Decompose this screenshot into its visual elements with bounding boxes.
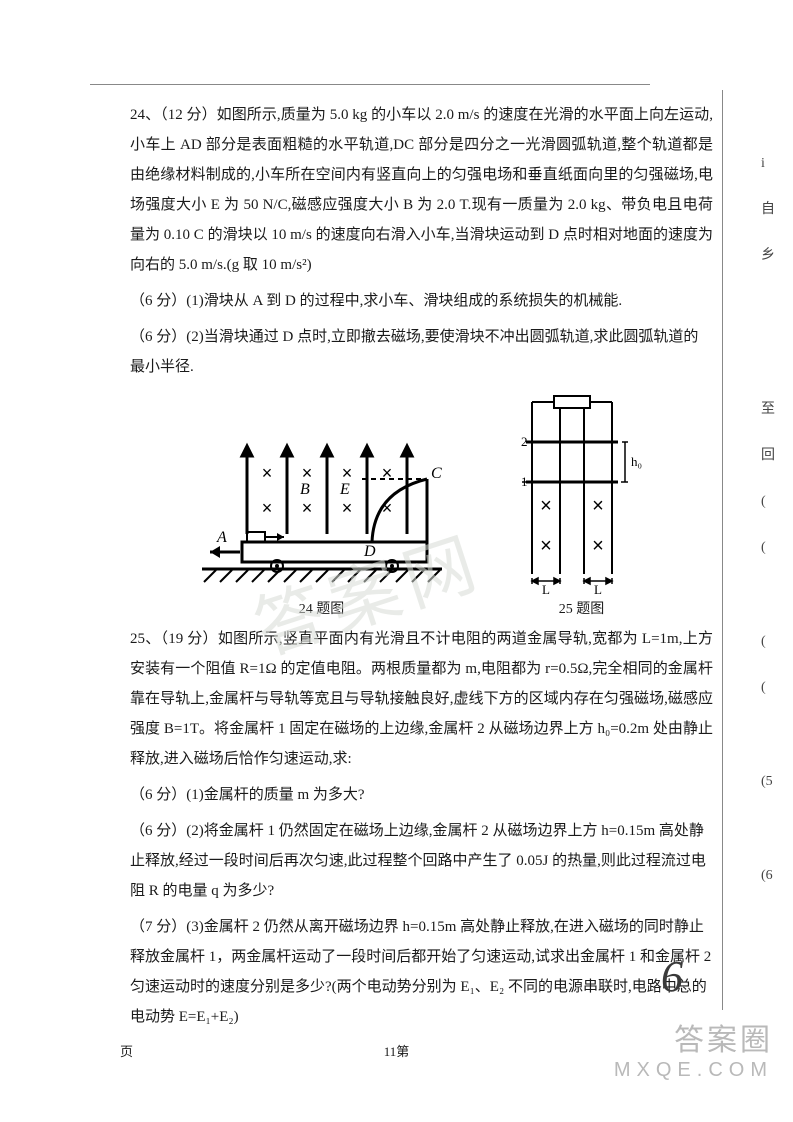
q25-heading: 25、（19 分）如图所示,竖直平面内有光滑且不计电阻的两道金属导轨,宽都为 L… [130, 624, 713, 774]
svg-text:×: × [592, 535, 604, 557]
label-A: A [216, 529, 227, 546]
label-E: E [339, 481, 350, 498]
margin-mark: ( [761, 674, 783, 702]
margin-mark: 至 [761, 396, 783, 424]
q25-part1: （6 分）(1)金属杆的质量 m 为多大? [130, 780, 713, 810]
script-page-number: 6 [661, 951, 683, 1002]
right-margin-marks: i 自 乡 至 回 ( ( ( ( (5 (6 [761, 150, 783, 908]
label-B: B [300, 481, 310, 498]
label-D: D [363, 543, 376, 560]
watermark-corner: 答案圈 MXQE.COM [614, 1015, 773, 1082]
fig25-wrap: × × × × R h₀ 1 2 L [512, 394, 652, 618]
margin-mark: (5 [761, 768, 783, 796]
watermark-corner-line1: 答案圈 [614, 1015, 773, 1059]
label-R: R [562, 394, 571, 395]
margin-mark: 乡 [761, 242, 783, 270]
svg-text:×: × [261, 463, 272, 483]
margin-mark: 回 [761, 442, 783, 470]
svg-text:×: × [592, 495, 604, 517]
margin-mark: i [761, 150, 783, 178]
watermark-corner-line2: MXQE.COM [614, 1059, 773, 1082]
svg-text:×: × [540, 535, 552, 557]
margin-mark: (6 [761, 862, 783, 890]
right-margin-rule [722, 90, 723, 1010]
margin-mark: ( [761, 628, 783, 656]
physics-exam-page: 答案网 24、（12 分）如图所示,质量为 5.0 kg 的小车以 2.0 m/… [0, 0, 793, 1122]
svg-text:×: × [540, 495, 552, 517]
figure-row: × × × × × × × × A B E C D 24 题图 [130, 394, 713, 618]
svg-text:×: × [381, 463, 392, 483]
svg-text:×: × [381, 498, 392, 518]
margin-mark: ( [761, 534, 783, 562]
label-C: C [431, 465, 442, 482]
fig24-svg: × × × × × × × × A B E C D [192, 434, 452, 594]
footer-center: 11第 [384, 1044, 410, 1059]
fig25-svg: × × × × R h₀ 1 2 L [512, 394, 652, 594]
label-one: 1 [521, 474, 528, 489]
margin-mark: 自 [761, 196, 783, 224]
svg-text:×: × [341, 498, 352, 518]
svg-text:×: × [301, 463, 312, 483]
label-two: 2 [521, 434, 528, 449]
svg-text:×: × [301, 498, 312, 518]
q25-part2: （6 分）(2)将金属杆 1 仍然固定在磁场上边缘,金属杆 2 从磁场边界上方 … [130, 816, 713, 906]
fig24-wrap: × × × × × × × × A B E C D 24 题图 [192, 434, 452, 618]
q25-part3: （7 分）(3)金属杆 2 仍然从离开磁场边界 h=0.15m 高处静止释放,在… [130, 912, 713, 1032]
footer-left: 页 [120, 1041, 133, 1060]
q24-heading: 24、（12 分）如图所示,质量为 5.0 kg 的小车以 2.0 m/s 的速… [130, 100, 713, 280]
svg-text:×: × [261, 498, 272, 518]
top-rule [90, 84, 650, 85]
label-L1: L [542, 582, 550, 594]
label-L2: L [594, 582, 602, 594]
label-h0: h₀ [631, 454, 642, 469]
svg-text:×: × [341, 463, 352, 483]
q24-part1: （6 分）(1)滑块从 A 到 D 的过程中,求小车、滑块组成的系统损失的机械能… [130, 286, 713, 316]
q24-part2: （6 分）(2)当滑块通过 D 点时,立即撤去磁场,要使滑块不冲出圆弧轨道,求此… [130, 322, 713, 382]
fig24-caption: 24 题图 [299, 598, 345, 618]
fig25-caption: 25 题图 [559, 598, 605, 618]
margin-mark: ( [761, 488, 783, 516]
